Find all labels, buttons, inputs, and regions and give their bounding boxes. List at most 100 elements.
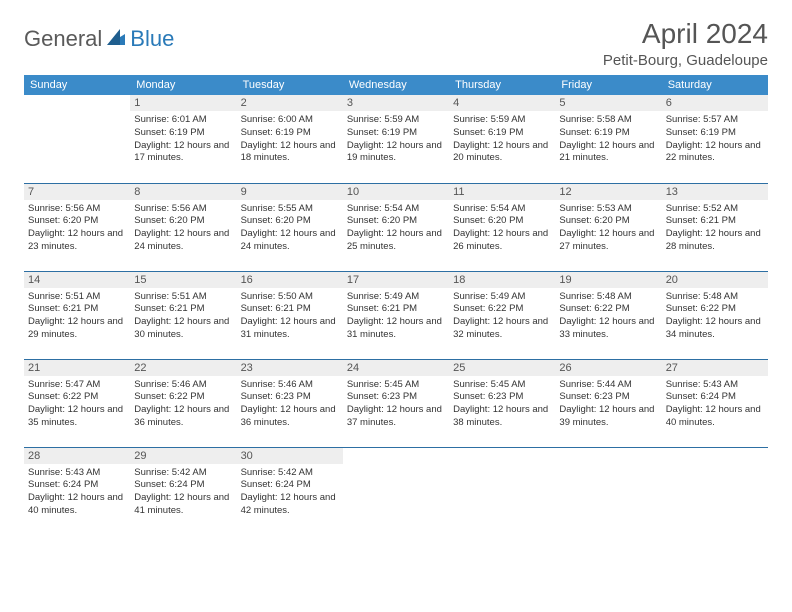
calendar-cell	[24, 95, 130, 183]
day-details: Sunrise: 5:51 AMSunset: 6:21 PMDaylight:…	[28, 291, 126, 342]
calendar-cell: 23 Sunrise: 5:46 AMSunset: 6:23 PMDayligh…	[237, 359, 343, 447]
sunrise-text: Sunrise: 6:00 AM	[241, 114, 339, 127]
sunrise-text: Sunrise: 5:53 AM	[559, 203, 657, 216]
calendar-cell: 27 Sunrise: 5:43 AMSunset: 6:24 PMDayligh…	[662, 359, 768, 447]
sunrise-text: Sunrise: 5:59 AM	[453, 114, 551, 127]
calendar-cell: 9Sunrise: 5:55 AMSunset: 6:20 PMDaylight…	[237, 183, 343, 271]
header: General Blue April 2024 Petit-Bourg, Gua…	[24, 18, 768, 69]
day-details: Sunrise: 5:55 AMSunset: 6:20 PMDaylight:…	[241, 203, 339, 254]
sunset-text: Sunset: 6:24 PM	[28, 479, 126, 492]
calendar-cell: 4 Sunrise: 5:59 AMSunset: 6:19 PMDaylight…	[449, 95, 555, 183]
calendar-cell: 7Sunrise: 5:56 AMSunset: 6:20 PMDaylight…	[24, 183, 130, 271]
calendar-cell: 16Sunrise: 5:50 AMSunset: 6:21 PMDayligh…	[237, 271, 343, 359]
calendar-row: 21Sunrise: 5:47 AMSunset: 6:22 PMDayligh…	[24, 359, 768, 447]
day-number: 21	[24, 360, 130, 376]
daylight-text: Daylight: 12 hours and 17 minutes.	[134, 140, 232, 166]
sunset-text: Sunset: 6:23 PM	[453, 391, 551, 404]
sunset-text: Sunset: 6:22 PM	[134, 391, 232, 404]
sunrise-text: Sunrise: 5:48 AM	[666, 291, 764, 304]
calendar-cell: 28Sunrise: 5:43 AMSunset: 6:24 PMDayligh…	[24, 447, 130, 535]
day-details: Sunrise: 5:46 AMSunset: 6:23 PMDaylight:…	[241, 379, 339, 430]
logo: General Blue	[24, 18, 174, 52]
daylight-text: Daylight: 12 hours and 36 minutes.	[134, 404, 232, 430]
day-number: 16	[237, 272, 343, 288]
sunrise-text: Sunrise: 5:50 AM	[241, 291, 339, 304]
day-details: Sunrise: 5:42 AMSunset: 6:24 PMDaylight:…	[134, 467, 232, 518]
sunset-text: Sunset: 6:22 PM	[559, 303, 657, 316]
calendar-cell: 5Sunrise: 5:58 AMSunset: 6:19 PMDaylight…	[555, 95, 661, 183]
daylight-text: Daylight: 12 hours and 33 minutes.	[559, 316, 657, 342]
day-number: 24	[343, 360, 449, 376]
sunrise-text: Sunrise: 5:47 AM	[28, 379, 126, 392]
calendar-cell: 10Sunrise: 5:54 AMSunset: 6:20 PMDayligh…	[343, 183, 449, 271]
sunset-text: Sunset: 6:23 PM	[559, 391, 657, 404]
day-number: 3	[343, 95, 449, 111]
sunset-text: Sunset: 6:24 PM	[134, 479, 232, 492]
calendar-cell: 24Sunrise: 5:45 AMSunset: 6:23 PMDayligh…	[343, 359, 449, 447]
day-details: Sunrise: 5:43 AMSunset: 6:24 PMDaylight:…	[28, 467, 126, 518]
day-number: 5	[555, 95, 661, 111]
day-number: 6	[662, 95, 768, 111]
calendar-cell: 15Sunrise: 5:51 AMSunset: 6:21 PMDayligh…	[130, 271, 236, 359]
daylight-text: Daylight: 12 hours and 19 minutes.	[347, 140, 445, 166]
sunset-text: Sunset: 6:19 PM	[666, 127, 764, 140]
daylight-text: Daylight: 12 hours and 30 minutes.	[134, 316, 232, 342]
sunset-text: Sunset: 6:24 PM	[241, 479, 339, 492]
sunrise-text: Sunrise: 5:56 AM	[28, 203, 126, 216]
weekday-header: Wednesday	[343, 75, 449, 95]
weekday-header: Sunday	[24, 75, 130, 95]
sunrise-text: Sunrise: 5:49 AM	[453, 291, 551, 304]
calendar-cell: 29Sunrise: 5:42 AMSunset: 6:24 PMDayligh…	[130, 447, 236, 535]
sunrise-text: Sunrise: 5:54 AM	[347, 203, 445, 216]
calendar-cell: 26Sunrise: 5:44 AMSunset: 6:23 PMDayligh…	[555, 359, 661, 447]
day-number: 25	[449, 360, 555, 376]
calendar-cell: 11Sunrise: 5:54 AMSunset: 6:20 PMDayligh…	[449, 183, 555, 271]
sunset-text: Sunset: 6:20 PM	[134, 215, 232, 228]
day-details: Sunrise: 5:56 AMSunset: 6:20 PMDaylight:…	[134, 203, 232, 254]
day-details: Sunrise: 5:59 AMSunset: 6:19 PMDaylight:…	[453, 114, 551, 165]
sunset-text: Sunset: 6:23 PM	[347, 391, 445, 404]
daylight-text: Daylight: 12 hours and 40 minutes.	[666, 404, 764, 430]
day-details: Sunrise: 5:45 AMSunset: 6:23 PMDaylight:…	[453, 379, 551, 430]
weekday-header-row: Sunday Monday Tuesday Wednesday Thursday…	[24, 75, 768, 95]
weekday-header: Tuesday	[237, 75, 343, 95]
day-number: 26	[555, 360, 661, 376]
daylight-text: Daylight: 12 hours and 38 minutes.	[453, 404, 551, 430]
location: Petit-Bourg, Guadeloupe	[603, 52, 768, 69]
day-details: Sunrise: 5:46 AMSunset: 6:22 PMDaylight:…	[134, 379, 232, 430]
daylight-text: Daylight: 12 hours and 25 minutes.	[347, 228, 445, 254]
day-number: 23	[237, 360, 343, 376]
sunrise-text: Sunrise: 5:43 AM	[666, 379, 764, 392]
daylight-text: Daylight: 12 hours and 37 minutes.	[347, 404, 445, 430]
sunrise-text: Sunrise: 5:48 AM	[559, 291, 657, 304]
sunrise-text: Sunrise: 5:45 AM	[453, 379, 551, 392]
calendar-cell	[662, 447, 768, 535]
day-number: 27	[662, 360, 768, 376]
weekday-header: Thursday	[449, 75, 555, 95]
daylight-text: Daylight: 12 hours and 28 minutes.	[666, 228, 764, 254]
sunrise-text: Sunrise: 5:51 AM	[134, 291, 232, 304]
sunset-text: Sunset: 6:20 PM	[559, 215, 657, 228]
calendar-cell: 13Sunrise: 5:52 AMSunset: 6:21 PMDayligh…	[662, 183, 768, 271]
sunrise-text: Sunrise: 5:42 AM	[134, 467, 232, 480]
day-details: Sunrise: 5:49 AMSunset: 6:21 PMDaylight:…	[347, 291, 445, 342]
sunrise-text: Sunrise: 5:46 AM	[134, 379, 232, 392]
sunrise-text: Sunrise: 5:44 AM	[559, 379, 657, 392]
daylight-text: Daylight: 12 hours and 27 minutes.	[559, 228, 657, 254]
sunset-text: Sunset: 6:24 PM	[666, 391, 764, 404]
month-title: April 2024	[603, 18, 768, 50]
calendar-cell: 3Sunrise: 5:59 AMSunset: 6:19 PMDaylight…	[343, 95, 449, 183]
day-number: 4	[449, 95, 555, 111]
daylight-text: Daylight: 12 hours and 24 minutes.	[134, 228, 232, 254]
sunset-text: Sunset: 6:21 PM	[28, 303, 126, 316]
day-details: Sunrise: 5:43 AMSunset: 6:24 PMDaylight:…	[666, 379, 764, 430]
sunrise-text: Sunrise: 5:58 AM	[559, 114, 657, 127]
sunrise-text: Sunrise: 5:56 AM	[134, 203, 232, 216]
calendar-row: 28Sunrise: 5:43 AMSunset: 6:24 PMDayligh…	[24, 447, 768, 535]
daylight-text: Daylight: 12 hours and 23 minutes.	[28, 228, 126, 254]
day-number: 17	[343, 272, 449, 288]
logo-flag-icon	[106, 28, 126, 51]
calendar-cell: 8Sunrise: 5:56 AMSunset: 6:20 PMDaylight…	[130, 183, 236, 271]
calendar-cell: 21Sunrise: 5:47 AMSunset: 6:22 PMDayligh…	[24, 359, 130, 447]
day-details: Sunrise: 6:01 AMSunset: 6:19 PMDaylight:…	[134, 114, 232, 165]
